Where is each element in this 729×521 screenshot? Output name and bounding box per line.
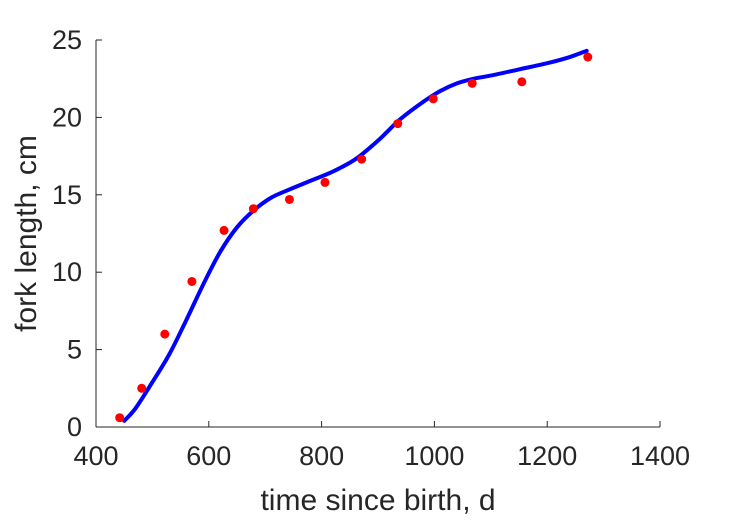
data-point [219, 225, 229, 235]
y-ticks: 0 5 10 15 20 25 [52, 25, 102, 442]
data-point [357, 154, 367, 164]
fit-curve [122, 48, 589, 423]
y-tick-label: 20 [52, 102, 82, 132]
x-tick-label: 800 [299, 441, 344, 471]
data-point [137, 383, 147, 393]
data-point [284, 194, 294, 204]
data-point [160, 329, 170, 339]
data-point [428, 94, 438, 104]
plot-area [115, 48, 593, 423]
x-tick-label: 1200 [517, 441, 577, 471]
y-axis-title: fork length, cm [10, 135, 43, 332]
x-ticks: 400 600 800 1000 1200 1400 [73, 421, 690, 471]
y-tick-label: 10 [52, 257, 82, 287]
data-point [583, 52, 593, 62]
data-point [320, 177, 330, 187]
x-tick-label: 1000 [404, 441, 464, 471]
data-point [467, 78, 477, 88]
x-tick-label: 600 [186, 441, 231, 471]
data-point [187, 276, 197, 286]
data-point [517, 77, 527, 87]
data-point [248, 204, 258, 214]
y-tick-label: 0 [67, 412, 82, 442]
y-tick-label: 5 [67, 335, 82, 365]
axes [95, 40, 660, 428]
x-tick-label: 1400 [630, 441, 690, 471]
x-tick-label: 400 [73, 441, 118, 471]
x-axis-title: time since birth, d [260, 484, 495, 517]
y-tick-label: 25 [52, 25, 82, 55]
y-tick-label: 15 [52, 180, 82, 210]
data-point [393, 119, 403, 129]
data-point [115, 413, 125, 423]
